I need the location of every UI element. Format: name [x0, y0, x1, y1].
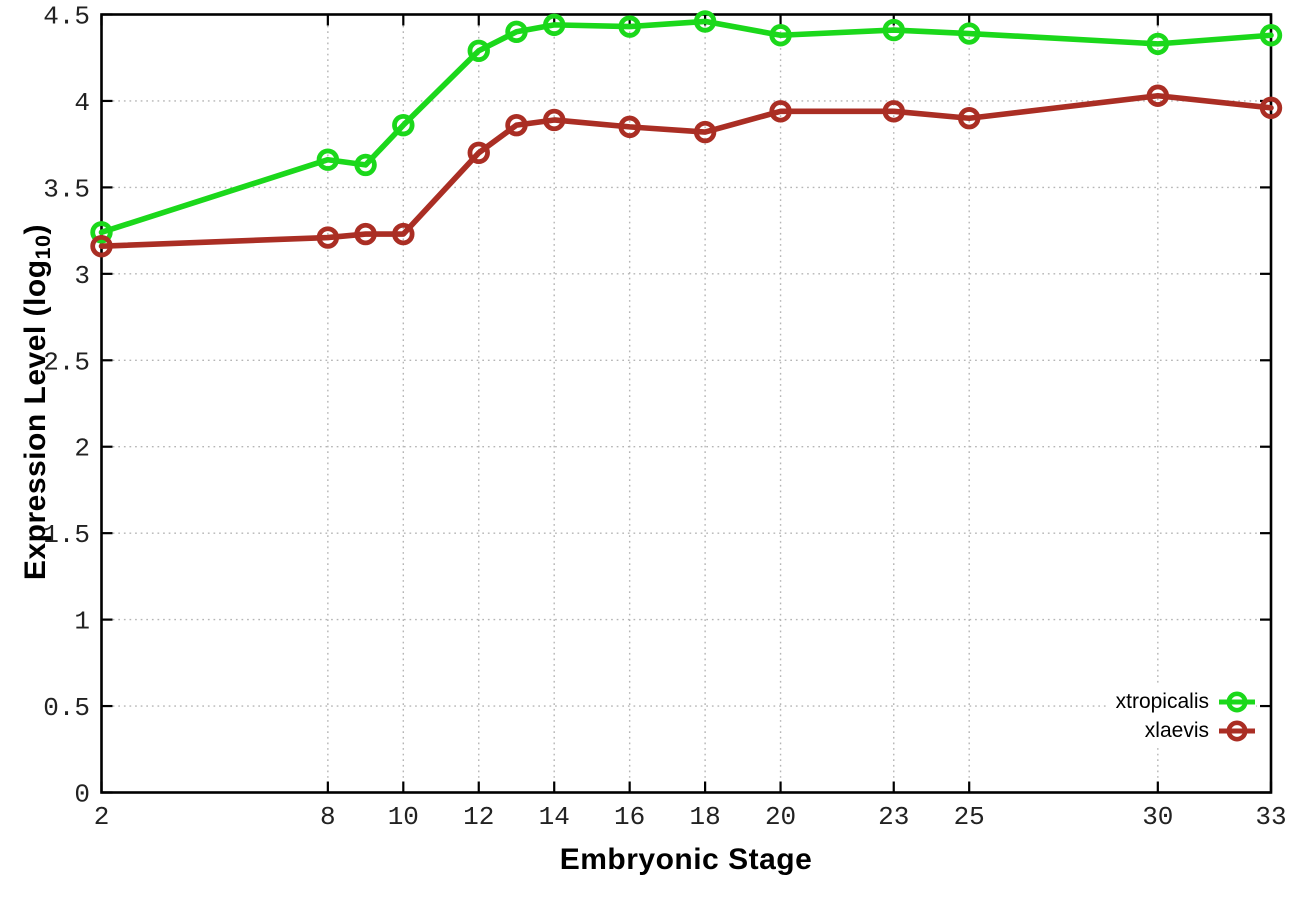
y-tick-label: 2 — [74, 434, 90, 464]
y-tick-label: 0 — [74, 780, 90, 810]
y-tick-label: 0.5 — [43, 693, 90, 723]
series-xtropicalis-point — [957, 22, 981, 45]
y-axis-title: Expression Level (log10) — [19, 223, 56, 581]
series-xlaevis-point — [90, 234, 113, 258]
legend: xtropicalis xlaevis — [1107, 686, 1256, 746]
series-xlaevis-point — [354, 222, 377, 246]
series-xtropicalis-point — [505, 20, 528, 43]
y-axis-title-subscript: 10 — [30, 234, 56, 260]
series-xlaevis-point — [1146, 84, 1170, 107]
series-xlaevis-point — [316, 226, 340, 249]
legend-label-xtropicalis: xtropicalis — [1115, 690, 1209, 713]
series-xlaevis-point — [505, 113, 528, 137]
series-xtropicalis-point — [618, 15, 641, 38]
legend-item-xlaevis: xlaevis — [1116, 716, 1256, 745]
series-xtropicalis-point — [769, 24, 792, 47]
y-tick-label: 2.5 — [43, 347, 90, 377]
series-xtropicalis-point — [543, 13, 566, 37]
series-xlaevis-point — [957, 107, 981, 130]
series-xtropicalis-point — [693, 10, 717, 33]
series-xtropicalis-point — [882, 18, 905, 42]
series-xlaevis-point — [693, 120, 717, 144]
x-tick-label: 12 — [463, 802, 494, 832]
series-xlaevis-point — [467, 141, 490, 165]
series-xlaevis-point — [618, 115, 641, 139]
x-tick-label: 8 — [320, 802, 336, 832]
series-xlaevis-point — [543, 108, 566, 132]
y-tick-label: 1 — [74, 607, 90, 637]
y-tick-label: 4 — [74, 88, 90, 118]
series-xtropicalis-point — [1259, 24, 1283, 47]
x-tick-label: 16 — [614, 802, 645, 832]
series-xtropicalis-point — [392, 113, 415, 137]
x-axis-title: Embryonic Stage — [559, 843, 813, 876]
series-xtropicalis-point — [467, 39, 490, 63]
legend-sample-line-icon — [1219, 691, 1255, 712]
series-xlaevis-line — [98, 92, 1274, 249]
x-tick-label: 2 — [94, 802, 110, 832]
y-tick-label: 1.5 — [43, 520, 90, 550]
series-xtropicalis-point — [90, 221, 113, 244]
series-xlaevis-point — [882, 100, 905, 123]
y-tick-label: 3.5 — [43, 174, 90, 204]
legend-label-xlaevis: xlaevis — [1144, 719, 1209, 742]
series-xlaevis-point — [392, 222, 415, 246]
x-tick-label: 23 — [878, 802, 909, 832]
y-tick-label: 4.5 — [43, 2, 90, 32]
legend-item-xtropicalis: xtropicalis — [1116, 687, 1256, 716]
x-tick-label: 30 — [1142, 802, 1173, 832]
series-xtropicalis-line — [98, 18, 1274, 236]
legend-sample-line-icon — [1219, 720, 1255, 741]
series-xlaevis-point — [769, 100, 792, 123]
y-axis-title-text: Expression Level (log — [19, 259, 52, 581]
x-tick-label: 10 — [388, 802, 419, 832]
x-tick-label: 20 — [765, 802, 796, 832]
y-tick-label: 3 — [74, 261, 90, 291]
x-tick-label: 33 — [1255, 802, 1286, 832]
series-xtropicalis-point — [354, 153, 377, 177]
y-axis-title-close: ) — [19, 223, 52, 235]
x-tick-label: 25 — [954, 802, 985, 832]
x-tick-label: 18 — [690, 802, 721, 832]
series-xtropicalis-point — [1146, 32, 1170, 56]
series-xtropicalis-point — [316, 148, 340, 171]
plot-border — [100, 13, 1273, 794]
x-tick-label: 14 — [539, 802, 570, 832]
series-xlaevis-point — [1259, 96, 1283, 120]
